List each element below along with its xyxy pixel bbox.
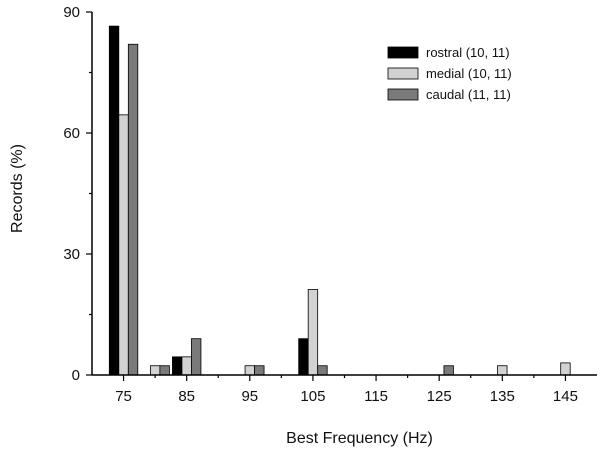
legend-label-1: medial (10, 11)	[426, 66, 512, 81]
y-tick-label-90: 90	[63, 4, 80, 21]
bar-series-1-x-75	[118, 114, 129, 376]
x-tick-label-135: 135	[490, 388, 515, 405]
bar-series-1-x-80	[149, 365, 161, 376]
y-tick-label-30: 30	[63, 246, 80, 263]
bar-series-1-x-85	[181, 356, 192, 376]
legend-swatch-0	[387, 46, 419, 59]
y-tick-label-60: 60	[63, 125, 80, 142]
legend-label-2: caudal (11, 11)	[426, 87, 511, 102]
bar-series-2-x-105	[317, 365, 328, 376]
x-tick-label-125: 125	[427, 388, 452, 405]
x-tick-label-95: 95	[241, 388, 258, 405]
y-axis-title: Records (%)	[9, 144, 26, 233]
bar-series-2-x-95	[254, 365, 265, 376]
x-tick-label-115: 115	[364, 388, 388, 405]
legend-label-0: rostral (10, 11)	[426, 45, 510, 60]
bar-series-2-x-125	[443, 365, 454, 376]
x-tick-label-105: 105	[300, 388, 325, 405]
x-tick-label-75: 75	[115, 388, 132, 405]
x-axis-title: Best Frequency (Hz)	[286, 430, 433, 447]
legend-swatch-1	[387, 67, 419, 80]
bar-series-2-x-75	[127, 43, 139, 376]
bar-series-0-x-105	[298, 338, 309, 376]
y-tick-label-0: 0	[72, 367, 80, 384]
bar-series-0-x-85	[172, 356, 183, 376]
bar-series-1-x-145	[560, 362, 571, 376]
legend-swatch-2	[387, 88, 419, 101]
legend: rostral (10, 11) medial (10, 11) caudal (1…	[387, 45, 512, 102]
bar-series-0-x-75	[108, 25, 120, 376]
x-tick-label-145: 145	[553, 388, 578, 405]
axes: 0 30 60 90 75 85 95 105 115 125 135 145 Best Frequen…	[9, 4, 597, 447]
bar-series-1-x-135	[497, 365, 508, 376]
bar-series-1-x-105	[307, 289, 319, 376]
plot-area	[108, 25, 571, 376]
bar-series-2-x-80	[159, 365, 170, 376]
bar-series-1-x-95	[244, 365, 255, 376]
x-tick-label-85: 85	[178, 388, 195, 405]
bar-series-2-x-85	[191, 338, 202, 376]
